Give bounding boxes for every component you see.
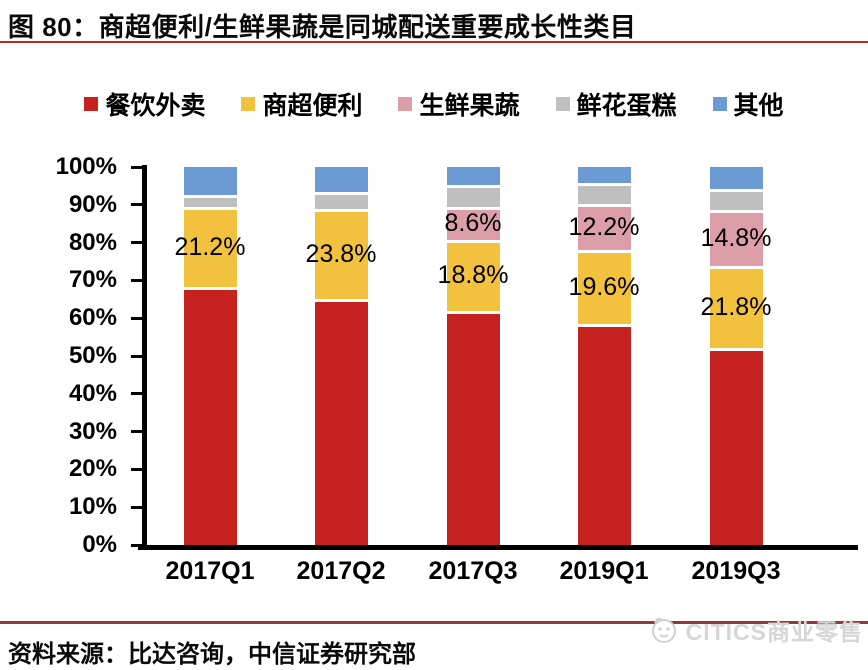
y-axis-tick-label: 0%	[82, 531, 117, 558]
y-axis-tick-label: 80%	[68, 228, 117, 256]
bar-segment-餐饮外卖	[446, 310, 500, 545]
x-axis-label: 2019Q1	[559, 557, 649, 585]
bar-segment-鲜花蛋糕	[314, 191, 368, 209]
y-axis-tick-mark	[131, 241, 142, 245]
bar-segment-其他	[446, 167, 500, 186]
watermark-text: CITICS商业零售	[685, 619, 863, 645]
data-label: 21.8%	[700, 293, 772, 322]
bar-segment-鲜花蛋糕	[446, 185, 500, 208]
bar-segment-商超便利	[183, 207, 237, 288]
bar-segment-鲜花蛋糕	[577, 182, 631, 204]
stacked-bar-2019Q3	[709, 167, 763, 545]
legend-swatch-生鲜果蔬	[398, 97, 413, 111]
data-label: 8.6%	[444, 209, 502, 238]
y-axis-tick-mark	[131, 278, 142, 282]
y-axis-tick-label: 30%	[68, 417, 117, 445]
y-axis-line	[142, 165, 147, 550]
legend-item: 餐饮外卖	[84, 86, 205, 122]
bar-segment-餐饮外卖	[183, 287, 237, 545]
legend-label: 鲜花蛋糕	[576, 92, 677, 120]
bar-segment-生鲜果蔬	[446, 207, 500, 240]
bar-segment-商超便利	[709, 266, 763, 349]
watermark: CITICS商业零售	[647, 613, 863, 647]
source-note: 资料来源：比达咨询，中信证券研究部	[8, 641, 416, 668]
legend-swatch-鲜花蛋糕	[555, 97, 570, 111]
y-axis-tick-mark	[131, 203, 142, 207]
legend-swatch-餐饮外卖	[84, 97, 99, 111]
stacked-bar-2019Q1	[577, 167, 631, 545]
y-axis-tick-mark	[131, 467, 142, 471]
y-axis-tick-mark	[131, 354, 142, 358]
citics-logo-icon	[651, 618, 676, 643]
bar-segment-餐饮外卖	[314, 298, 368, 545]
x-axis-label: 2019Q3	[691, 557, 781, 585]
bar-segment-生鲜果蔬	[577, 203, 631, 250]
legend-swatch-其他	[712, 97, 727, 111]
legend-swatch-商超便利	[241, 97, 256, 111]
stacked-bar-2017Q3	[446, 167, 500, 545]
y-axis-tick-label: 10%	[68, 493, 117, 521]
footer-divider	[0, 621, 868, 624]
y-axis-tick-label: 60%	[68, 304, 117, 332]
x-axis-label: 2017Q3	[428, 557, 518, 585]
y-axis-tick-mark	[131, 392, 142, 396]
bar-segment-其他	[183, 167, 237, 195]
bar-segment-其他	[577, 167, 631, 183]
data-label: 12.2%	[568, 212, 640, 241]
legend-label: 餐饮外卖	[105, 92, 206, 120]
bar-segment-商超便利	[314, 208, 368, 299]
bar-segment-商超便利	[446, 239, 500, 311]
legend-label: 商超便利	[262, 92, 363, 120]
bar-segment-鲜花蛋糕	[709, 188, 763, 211]
legend-label: 生鲜果蔬	[419, 92, 520, 120]
bar-segment-鲜花蛋糕	[183, 194, 237, 208]
legend-item: 商超便利	[241, 86, 362, 122]
y-axis-tick-mark	[131, 430, 142, 434]
y-axis-tick-label: 70%	[68, 266, 117, 294]
y-axis-tick-mark	[131, 165, 142, 169]
bar-segment-其他	[709, 167, 763, 189]
y-axis-tick-mark	[131, 505, 142, 509]
stacked-bar-2017Q1	[183, 167, 237, 545]
stacked-bar-2017Q2	[314, 167, 368, 545]
chart-legend: 餐饮外卖 商超便利 生鲜果蔬 鲜花蛋糕 其他	[0, 86, 868, 122]
bar-segment-其他	[314, 167, 368, 192]
data-label: 18.8%	[437, 261, 509, 290]
figure-title: 图 80：商超便利/生鲜果蔬是同城配送重要成长性类目	[8, 12, 637, 42]
y-axis-tick-mark	[131, 543, 142, 547]
data-label: 23.8%	[305, 239, 377, 268]
y-axis-tick-mark	[131, 316, 142, 320]
bar-segment-餐饮外卖	[709, 348, 763, 545]
legend-item: 生鲜果蔬	[398, 86, 520, 122]
y-axis-tick-label: 50%	[68, 342, 117, 369]
data-label: 21.2%	[174, 233, 246, 262]
data-label: 19.6%	[568, 272, 640, 301]
y-axis-tick-label: 100%	[55, 153, 117, 180]
bar-segment-生鲜果蔬	[709, 210, 763, 267]
x-axis-label: 2017Q2	[296, 557, 386, 585]
bar-segment-商超便利	[577, 249, 631, 324]
x-axis-line	[138, 545, 858, 550]
data-label: 14.8%	[700, 224, 772, 253]
bar-segment-餐饮外卖	[577, 323, 631, 545]
legend-item: 鲜花蛋糕	[555, 86, 677, 122]
legend-item: 其他	[712, 86, 784, 122]
title-divider	[0, 41, 868, 43]
x-axis-label: 2017Q1	[165, 557, 255, 585]
y-axis-tick-label: 90%	[68, 190, 117, 218]
y-axis-tick-label: 20%	[68, 455, 117, 483]
y-axis-tick-label: 40%	[68, 379, 117, 407]
legend-label: 其他	[733, 92, 784, 120]
